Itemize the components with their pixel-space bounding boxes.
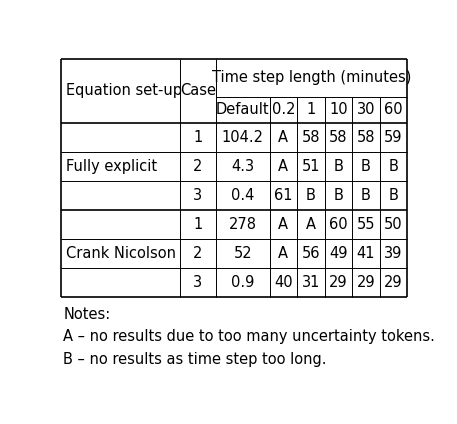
Text: 49: 49: [329, 246, 347, 261]
Text: 0.4: 0.4: [231, 188, 255, 203]
Text: 41: 41: [356, 246, 375, 261]
Text: Default: Default: [216, 102, 270, 117]
Text: Time step length (minutes): Time step length (minutes): [212, 70, 411, 85]
Text: B: B: [361, 188, 371, 203]
Text: B: B: [388, 159, 398, 174]
Text: 39: 39: [384, 246, 403, 261]
Text: B: B: [361, 159, 371, 174]
Text: 60: 60: [329, 217, 348, 232]
Text: 58: 58: [302, 130, 320, 145]
Text: 58: 58: [329, 130, 347, 145]
Text: 10: 10: [329, 102, 348, 117]
Text: 61: 61: [274, 188, 292, 203]
Text: 52: 52: [234, 246, 252, 261]
Text: 104.2: 104.2: [222, 130, 264, 145]
Text: Equation set-up: Equation set-up: [66, 84, 181, 98]
Text: 3: 3: [193, 275, 202, 290]
Text: 50: 50: [384, 217, 403, 232]
Text: B: B: [333, 188, 343, 203]
Text: 278: 278: [229, 217, 257, 232]
Text: A: A: [278, 246, 288, 261]
Text: Notes:: Notes:: [63, 307, 111, 322]
Text: B – no results as time step too long.: B – no results as time step too long.: [63, 351, 327, 367]
Text: 29: 29: [329, 275, 348, 290]
Text: Case: Case: [180, 84, 216, 98]
Text: A: A: [306, 217, 316, 232]
Text: 59: 59: [384, 130, 403, 145]
Text: 2: 2: [193, 159, 202, 174]
Text: 0.2: 0.2: [271, 102, 295, 117]
Text: 4.3: 4.3: [231, 159, 255, 174]
Text: Fully explicit: Fully explicit: [66, 159, 157, 174]
Text: 30: 30: [356, 102, 375, 117]
Text: A: A: [278, 159, 288, 174]
Text: 1: 1: [193, 130, 202, 145]
Text: 29: 29: [384, 275, 403, 290]
Text: Crank Nicolson: Crank Nicolson: [66, 246, 175, 261]
Text: B: B: [388, 188, 398, 203]
Text: 56: 56: [302, 246, 320, 261]
Text: A – no results due to too many uncertainty tokens.: A – no results due to too many uncertain…: [63, 329, 435, 344]
Text: A: A: [278, 130, 288, 145]
Text: 1: 1: [193, 217, 202, 232]
Text: 31: 31: [302, 275, 320, 290]
Text: 60: 60: [384, 102, 403, 117]
Text: 1: 1: [306, 102, 315, 117]
Text: 40: 40: [274, 275, 292, 290]
Text: B: B: [306, 188, 316, 203]
Text: 3: 3: [193, 188, 202, 203]
Text: 29: 29: [356, 275, 375, 290]
Text: 0.9: 0.9: [231, 275, 255, 290]
Text: A: A: [278, 217, 288, 232]
Text: 55: 55: [356, 217, 375, 232]
Text: 58: 58: [356, 130, 375, 145]
Text: B: B: [333, 159, 343, 174]
Text: 51: 51: [302, 159, 320, 174]
Text: 2: 2: [193, 246, 202, 261]
